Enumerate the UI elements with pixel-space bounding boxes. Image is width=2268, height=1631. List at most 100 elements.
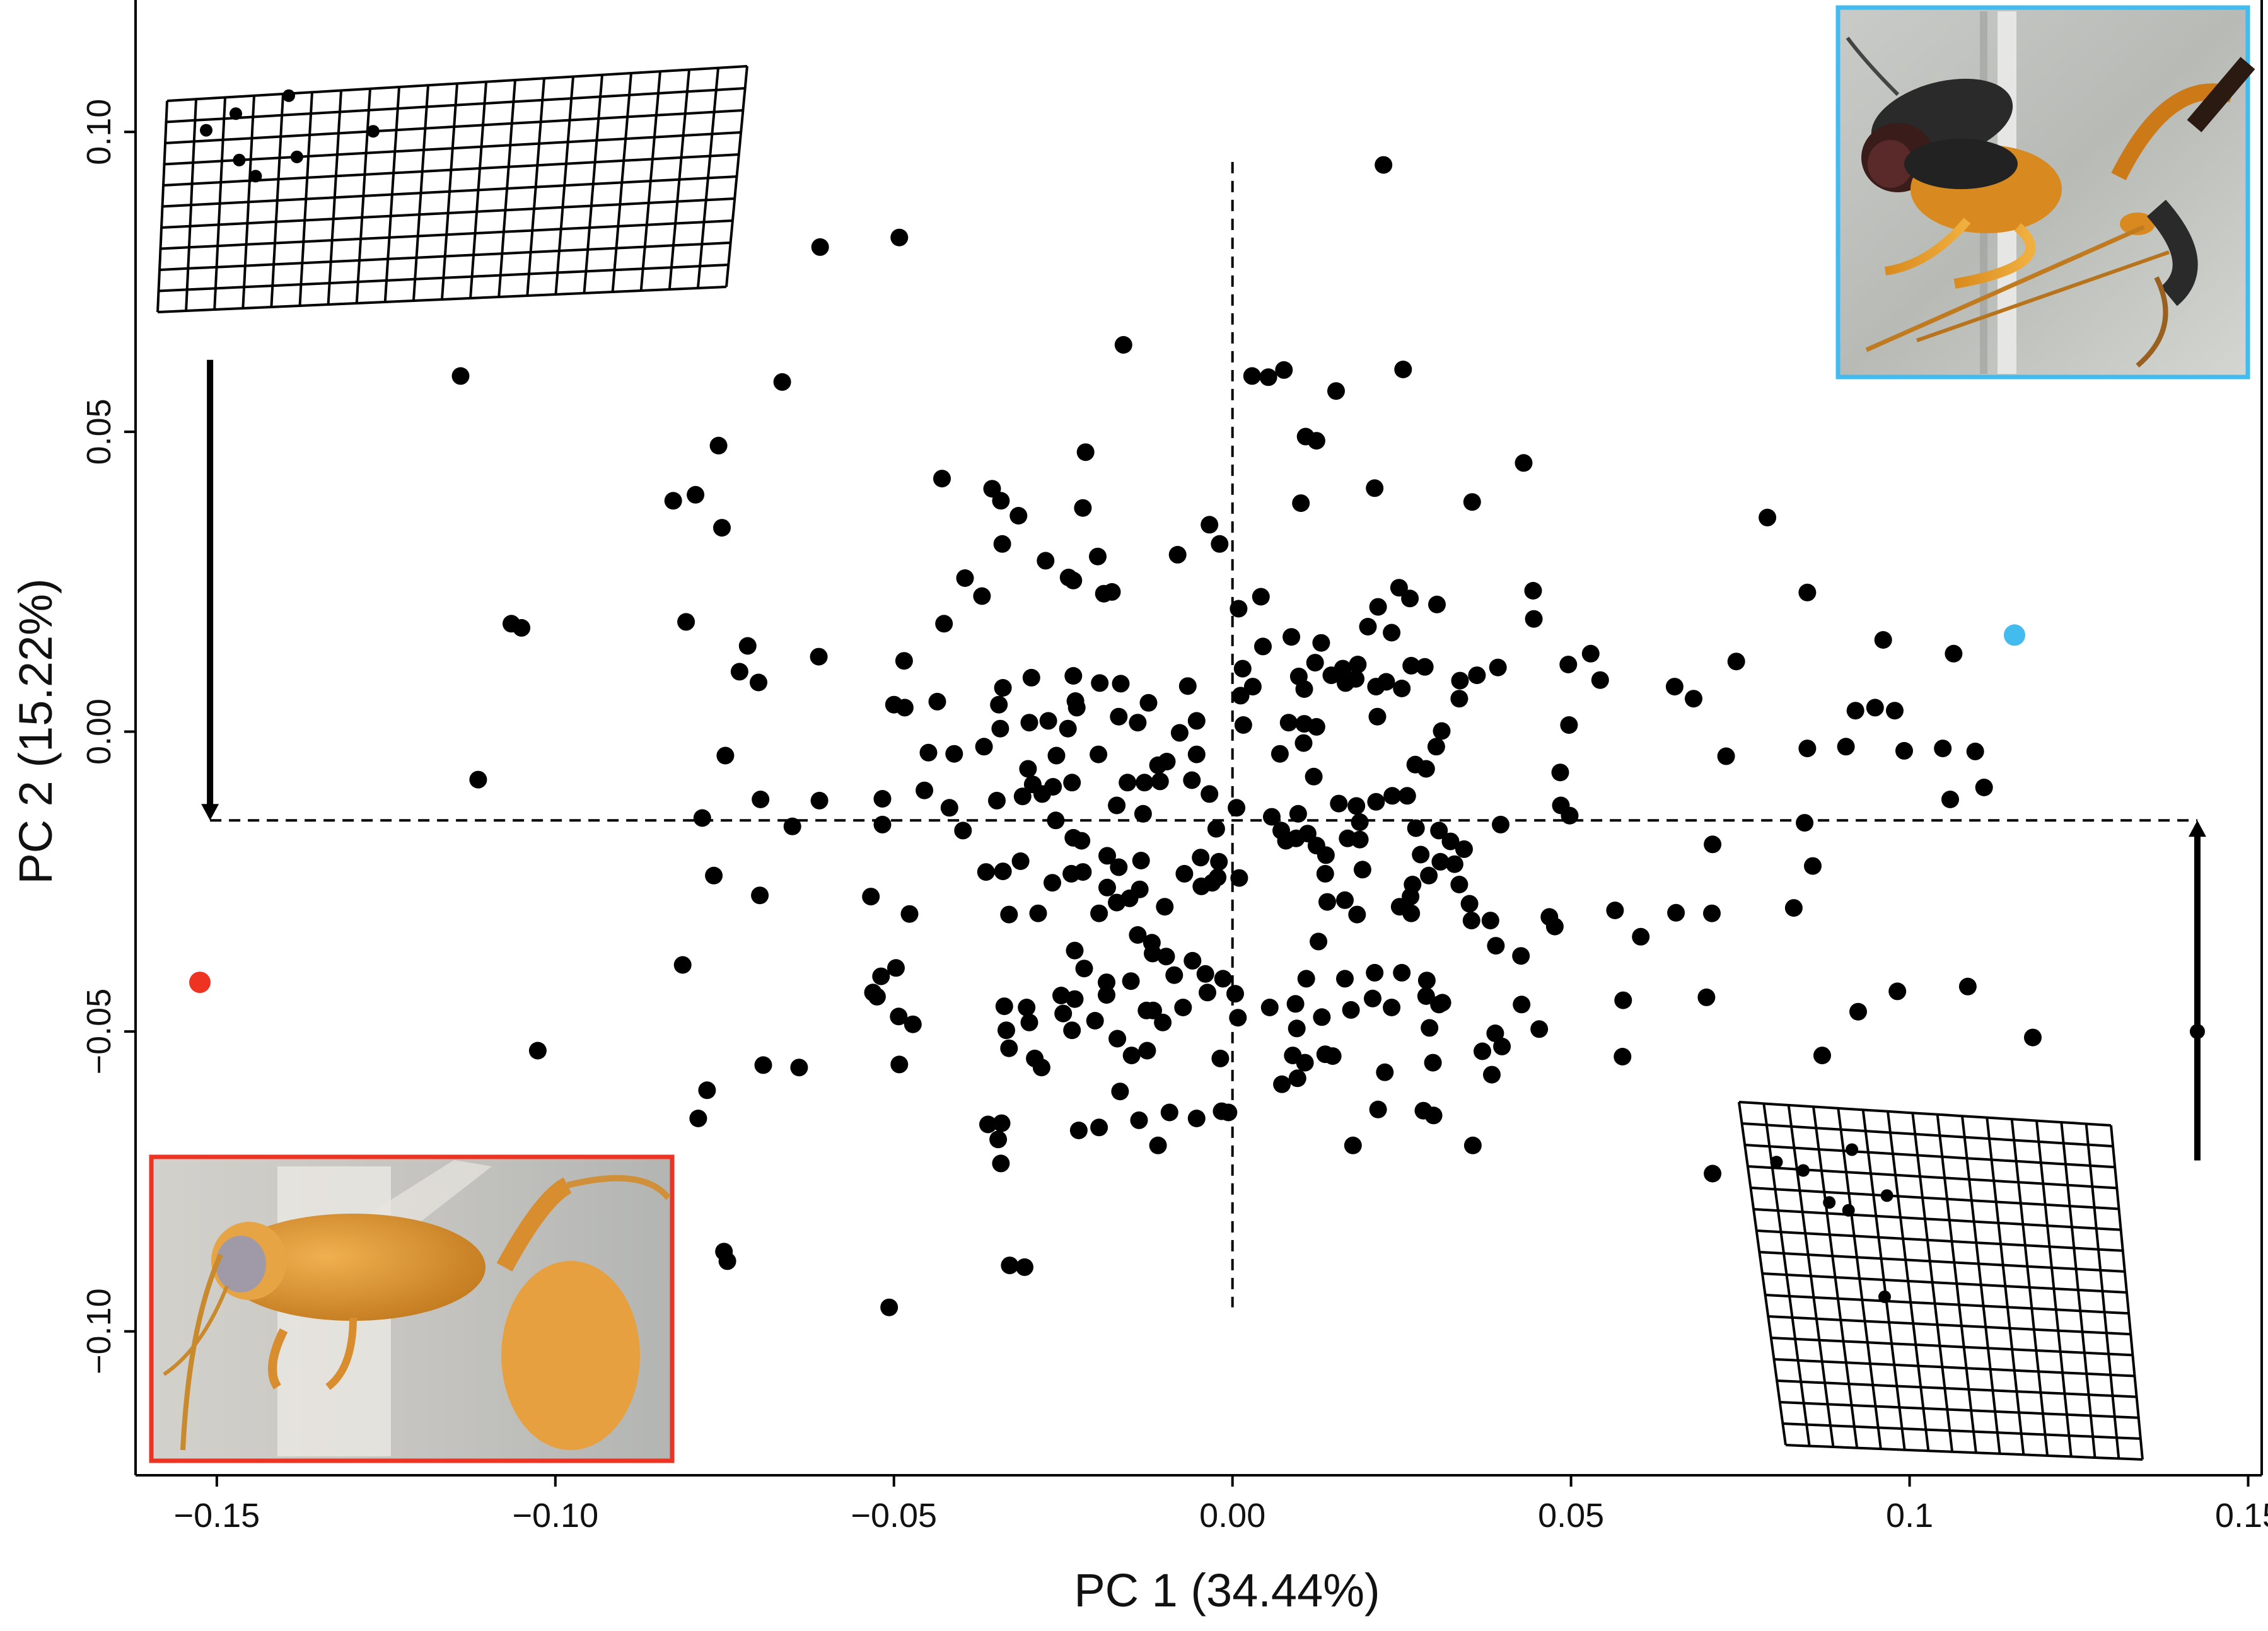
- data-point: [1011, 852, 1030, 870]
- data-point: [1393, 680, 1411, 697]
- grid-line: [166, 65, 748, 102]
- highlighted-points: [189, 624, 2025, 994]
- data-point: [752, 791, 770, 808]
- data-point: [1297, 970, 1315, 988]
- data-point: [1069, 1122, 1088, 1139]
- data-point: [810, 647, 828, 666]
- data-point: [1581, 644, 1600, 663]
- data-point: [1039, 712, 1057, 730]
- data-point: [1460, 895, 1479, 913]
- data-point: [1888, 982, 1907, 1001]
- data-point: [1114, 336, 1132, 354]
- landmark-dot: [1846, 1143, 1859, 1156]
- data-point: [1759, 508, 1777, 526]
- data-point: [900, 905, 919, 923]
- data-point: [1196, 965, 1214, 983]
- data-point: [1462, 912, 1480, 930]
- grid-line: [165, 109, 743, 144]
- data-point: [664, 492, 682, 510]
- shape-change-arrows: [201, 359, 2206, 1161]
- data-point: [1275, 361, 1293, 379]
- axes: [134, 0, 2263, 1477]
- highlighted-point: [2004, 624, 2025, 646]
- data-point: [1209, 868, 1227, 886]
- data-point: [1390, 579, 1408, 597]
- data-point: [1351, 830, 1369, 849]
- data-point: [811, 238, 829, 256]
- data-point: [1317, 846, 1335, 864]
- data-point: [1421, 1019, 1439, 1037]
- data-point: [1029, 904, 1047, 922]
- data-point: [1134, 804, 1152, 823]
- y-tick-label: 0.00: [80, 699, 118, 765]
- data-point: [698, 1081, 716, 1100]
- data-point: [1468, 666, 1486, 685]
- data-point: [1798, 583, 1817, 601]
- data-point: [928, 692, 946, 711]
- landmark-dot: [233, 153, 246, 166]
- data-point: [1697, 988, 1716, 1006]
- x-tick-label: 0.00: [1199, 1497, 1265, 1535]
- data-point: [1366, 963, 1384, 982]
- data-point: [1187, 745, 1206, 763]
- data-point: [1667, 903, 1685, 922]
- data-point: [754, 1056, 772, 1074]
- grid-line: [1745, 1144, 2115, 1169]
- data-point: [868, 987, 886, 1006]
- data-point: [1945, 644, 1963, 663]
- data-point: [1009, 507, 1028, 525]
- data-point: [1136, 774, 1154, 792]
- data-point: [1316, 1045, 1334, 1064]
- data-point: [1273, 1075, 1291, 1093]
- data-point: [1295, 680, 1313, 698]
- grid-line: [1756, 1229, 2123, 1252]
- data-point: [1187, 1110, 1206, 1127]
- data-point: [1054, 1004, 1073, 1023]
- data-point: [1402, 904, 1421, 922]
- x-tick-label: −0.10: [512, 1497, 598, 1535]
- data-point: [904, 1015, 922, 1033]
- grid-line: [164, 131, 741, 166]
- data-point: [1119, 774, 1137, 792]
- data-point: [1108, 796, 1126, 815]
- data-point: [1353, 861, 1371, 879]
- data-point: [1393, 963, 1411, 982]
- landmark-dot: [249, 170, 262, 183]
- data-point: [1076, 443, 1095, 461]
- data-point: [945, 745, 963, 763]
- data-point: [995, 997, 1013, 1016]
- data-point: [1228, 799, 1246, 817]
- data-point: [1296, 1053, 1314, 1072]
- data-point: [1941, 791, 1959, 808]
- grid-line: [1785, 1444, 2143, 1461]
- data-point: [1376, 1063, 1394, 1081]
- arrow: [2188, 820, 2206, 1161]
- data-point: [1013, 787, 1032, 806]
- arrow: [201, 359, 219, 821]
- data-point: [1798, 740, 1817, 758]
- data-point: [1366, 479, 1384, 497]
- data-point: [1614, 1048, 1632, 1065]
- data-point: [1367, 678, 1385, 696]
- landmark-dot: [1823, 1196, 1836, 1209]
- data-point: [1020, 714, 1038, 732]
- grid-line: [157, 286, 727, 313]
- data-point: [1305, 767, 1323, 786]
- data-point: [1306, 654, 1324, 672]
- data-point: [1463, 493, 1481, 511]
- data-point: [1412, 845, 1430, 864]
- data-point: [890, 228, 909, 247]
- data-point: [979, 1115, 997, 1134]
- data-point: [790, 1059, 808, 1077]
- data-point: [1804, 857, 1822, 875]
- data-point: [1000, 905, 1018, 924]
- data-point: [1703, 904, 1721, 922]
- data-point: [1481, 912, 1499, 930]
- data-point: [1090, 745, 1108, 763]
- data-point: [1103, 583, 1121, 601]
- data-point: [1513, 995, 1531, 1014]
- data-point: [677, 613, 695, 631]
- data-point: [1417, 987, 1435, 1005]
- data-point: [1614, 991, 1632, 1009]
- landmark-dot: [290, 150, 303, 163]
